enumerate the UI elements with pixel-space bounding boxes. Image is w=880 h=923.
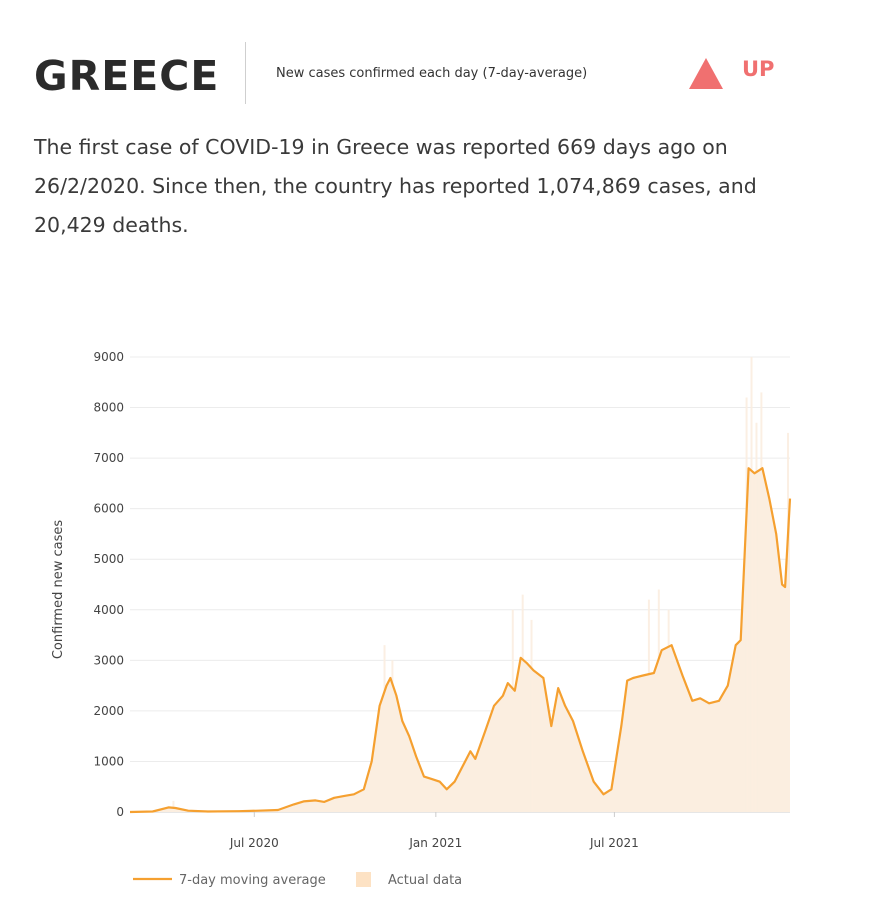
- header-divider: [245, 42, 246, 104]
- x-tick-label: Jul 2021: [589, 836, 639, 850]
- y-tick-label: 6000: [93, 502, 124, 516]
- chart-legend: 7-day moving average Actual data: [133, 872, 462, 888]
- y-tick-label: 4000: [93, 603, 124, 617]
- x-tick-label: Jul 2020: [229, 836, 279, 850]
- up-triangle-icon: [689, 58, 723, 89]
- y-tick-label: 9000: [93, 350, 124, 364]
- chart-subtitle: New cases confirmed each day (7-day-aver…: [276, 66, 588, 81]
- country-title: GREECE: [34, 52, 220, 100]
- actual-data-area: [130, 468, 790, 812]
- moving-average-path: [129, 467, 792, 814]
- legend-item-moving-average: 7-day moving average: [179, 873, 326, 888]
- y-tick-label: 0: [116, 805, 124, 819]
- actual-data-spikes: [172, 357, 790, 812]
- x-axis: Jul 2020 Jan 2021 Jul 2021: [229, 812, 639, 850]
- legend-area-swatch: [356, 872, 371, 887]
- y-tick-label: 5000: [93, 552, 124, 566]
- cases-chart: 0 1000 2000 3000 4000 5000 6000 7000 8000 9000 Ju…: [51, 350, 792, 888]
- header: GREECE New cases confirmed each day (7-d…: [34, 42, 854, 104]
- x-tick-label: Jan 2021: [408, 836, 462, 850]
- y-axis-label: Confirmed new cases: [51, 520, 66, 660]
- moving-average-line: [129, 467, 792, 814]
- chart-grid: [130, 356, 790, 813]
- legend-item-actual-data: Actual data: [388, 873, 462, 888]
- trend-label: UP: [742, 57, 775, 81]
- y-tick-label: 7000: [93, 451, 124, 465]
- y-tick-label: 2000: [93, 704, 124, 718]
- y-axis: 0 1000 2000 3000 4000 5000 6000 7000 8000 9000: [93, 350, 124, 819]
- y-tick-label: 1000: [93, 754, 124, 768]
- summary-text: The first case of COVID-19 in Greece was…: [34, 135, 757, 237]
- y-tick-label: 8000: [93, 401, 124, 415]
- actual-data-fill: [130, 468, 790, 812]
- y-tick-label: 3000: [93, 653, 124, 667]
